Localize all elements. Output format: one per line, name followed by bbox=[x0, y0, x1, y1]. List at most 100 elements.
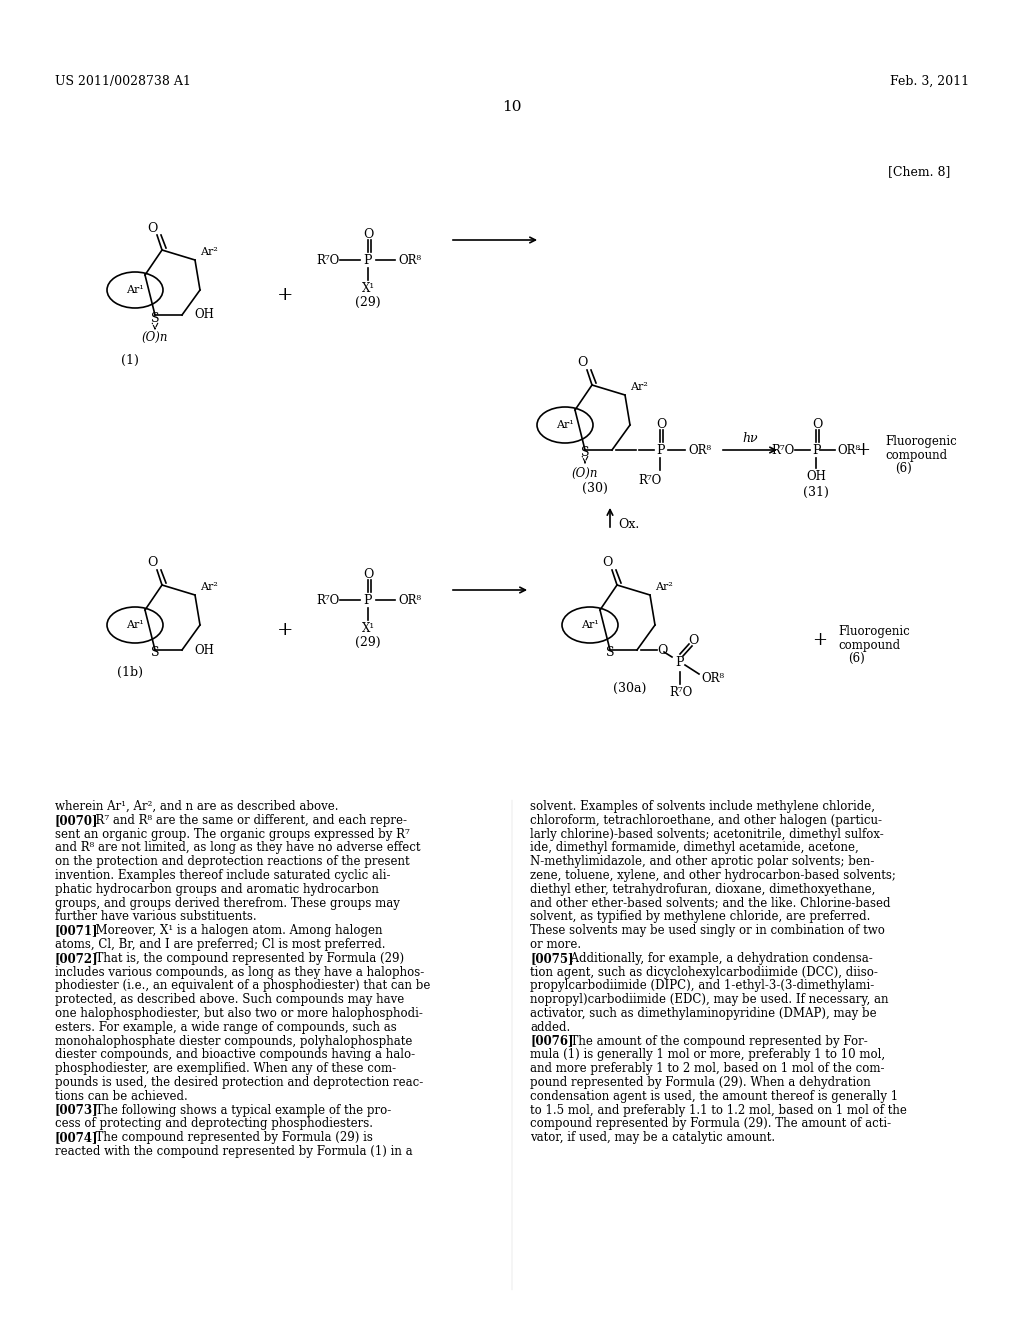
Text: nopropyl)carbodiimide (EDC), may be used. If necessary, an: nopropyl)carbodiimide (EDC), may be used… bbox=[530, 993, 889, 1006]
Text: O: O bbox=[362, 228, 373, 242]
Text: Ar²: Ar² bbox=[200, 582, 218, 591]
Text: pounds is used, the desired protection and deprotection reac-: pounds is used, the desired protection a… bbox=[55, 1076, 423, 1089]
Text: P: P bbox=[656, 444, 665, 457]
Text: OH: OH bbox=[194, 309, 214, 322]
Text: R⁷ and R⁸ are the same or different, and each repre-: R⁷ and R⁸ are the same or different, and… bbox=[88, 814, 407, 826]
Text: Additionally, for example, a dehydration condensa-: Additionally, for example, a dehydration… bbox=[563, 952, 872, 965]
Text: further have various substituents.: further have various substituents. bbox=[55, 911, 257, 924]
Text: cess of protecting and deprotecting phosphodiesters.: cess of protecting and deprotecting phos… bbox=[55, 1118, 373, 1130]
Text: Ar²: Ar² bbox=[630, 381, 648, 392]
Text: compound: compound bbox=[885, 449, 947, 462]
Text: (O)n: (O)n bbox=[141, 330, 168, 343]
Text: diethyl ether, tetrahydrofuran, dioxane, dimethoxyethane,: diethyl ether, tetrahydrofuran, dioxane,… bbox=[530, 883, 876, 896]
Text: compound represented by Formula (29). The amount of acti-: compound represented by Formula (29). Th… bbox=[530, 1118, 891, 1130]
Text: ide, dimethyl formamide, dimethyl acetamide, acetone,: ide, dimethyl formamide, dimethyl acetam… bbox=[530, 841, 859, 854]
Text: (6): (6) bbox=[895, 462, 911, 474]
Text: Ar²: Ar² bbox=[655, 582, 673, 591]
Text: O: O bbox=[362, 568, 373, 581]
Text: Ar¹: Ar¹ bbox=[582, 620, 599, 630]
Text: R⁷O: R⁷O bbox=[772, 444, 795, 457]
Text: R⁷O: R⁷O bbox=[316, 253, 340, 267]
Text: atoms, Cl, Br, and I are preferred; Cl is most preferred.: atoms, Cl, Br, and I are preferred; Cl i… bbox=[55, 939, 385, 950]
Text: vator, if used, may be a catalytic amount.: vator, if used, may be a catalytic amoun… bbox=[530, 1131, 775, 1144]
Text: The compound represented by Formula (29) is: The compound represented by Formula (29)… bbox=[88, 1131, 373, 1144]
Text: pound represented by Formula (29). When a dehydration: pound represented by Formula (29). When … bbox=[530, 1076, 870, 1089]
Text: chloroform, tetrachloroethane, and other halogen (particu-: chloroform, tetrachloroethane, and other… bbox=[530, 814, 882, 826]
Text: S: S bbox=[581, 446, 589, 459]
Text: propylcarbodiimide (DIPC), and 1-ethyl-3-(3-dimethylami-: propylcarbodiimide (DIPC), and 1-ethyl-3… bbox=[530, 979, 874, 993]
Text: invention. Examples thereof include saturated cyclic ali-: invention. Examples thereof include satu… bbox=[55, 869, 390, 882]
Text: (29): (29) bbox=[355, 296, 381, 309]
Text: reacted with the compound represented by Formula (1) in a: reacted with the compound represented by… bbox=[55, 1144, 413, 1158]
Text: solvent. Examples of solvents include methylene chloride,: solvent. Examples of solvents include me… bbox=[530, 800, 874, 813]
Text: hν: hν bbox=[742, 432, 758, 445]
Text: one halophosphodiester, but also two or more halophosphodi-: one halophosphodiester, but also two or … bbox=[55, 1007, 423, 1020]
Text: (O)n: (O)n bbox=[571, 466, 598, 479]
Text: S: S bbox=[606, 647, 614, 660]
Text: +: + bbox=[276, 286, 293, 304]
Text: R⁷O: R⁷O bbox=[669, 685, 692, 698]
Text: wherein Ar¹, Ar², and n are as described above.: wherein Ar¹, Ar², and n are as described… bbox=[55, 800, 339, 813]
Text: Fluorogenic: Fluorogenic bbox=[885, 436, 956, 449]
Text: includes various compounds, as long as they have a halophos-: includes various compounds, as long as t… bbox=[55, 966, 424, 978]
Text: These solvents may be used singly or in combination of two: These solvents may be used singly or in … bbox=[530, 924, 885, 937]
Text: condensation agent is used, the amount thereof is generally 1: condensation agent is used, the amount t… bbox=[530, 1090, 898, 1102]
Text: [0076]: [0076] bbox=[530, 1035, 573, 1048]
Text: Ox.: Ox. bbox=[618, 519, 639, 532]
Text: zene, toluene, xylene, and other hydrocarbon-based solvents;: zene, toluene, xylene, and other hydroca… bbox=[530, 869, 896, 882]
Text: [0072]: [0072] bbox=[55, 952, 98, 965]
Text: [0073]: [0073] bbox=[55, 1104, 98, 1117]
Text: R⁷O: R⁷O bbox=[638, 474, 662, 487]
Text: [Chem. 8]: [Chem. 8] bbox=[888, 165, 950, 178]
Text: tions can be achieved.: tions can be achieved. bbox=[55, 1090, 187, 1102]
Text: [0070]: [0070] bbox=[55, 814, 98, 826]
Text: added.: added. bbox=[530, 1020, 570, 1034]
Text: +: + bbox=[855, 441, 870, 459]
Text: (6): (6) bbox=[848, 652, 864, 664]
Text: or more.: or more. bbox=[530, 939, 582, 950]
Text: O: O bbox=[657, 644, 668, 656]
Text: phatic hydrocarbon groups and aromatic hydrocarbon: phatic hydrocarbon groups and aromatic h… bbox=[55, 883, 379, 896]
Text: P: P bbox=[675, 656, 683, 668]
Text: S: S bbox=[151, 647, 160, 660]
Text: R⁷O: R⁷O bbox=[316, 594, 340, 606]
Text: P: P bbox=[364, 594, 373, 606]
Text: to 1.5 mol, and preferably 1.1 to 1.2 mol, based on 1 mol of the: to 1.5 mol, and preferably 1.1 to 1.2 mo… bbox=[530, 1104, 907, 1117]
Text: O: O bbox=[146, 557, 158, 569]
Text: P: P bbox=[364, 253, 373, 267]
Text: (30a): (30a) bbox=[613, 681, 647, 694]
Text: Ar¹: Ar¹ bbox=[126, 285, 144, 294]
Text: activator, such as dimethylaminopyridine (DMAP), may be: activator, such as dimethylaminopyridine… bbox=[530, 1007, 877, 1020]
Text: mula (1) is generally 1 mol or more, preferably 1 to 10 mol,: mula (1) is generally 1 mol or more, pre… bbox=[530, 1048, 885, 1061]
Text: O: O bbox=[146, 222, 158, 235]
Text: (30): (30) bbox=[582, 482, 608, 495]
Text: on the protection and deprotection reactions of the present: on the protection and deprotection react… bbox=[55, 855, 410, 869]
Text: The following shows a typical example of the pro-: The following shows a typical example of… bbox=[88, 1104, 391, 1117]
Text: (29): (29) bbox=[355, 635, 381, 648]
Text: and other ether-based solvents; and the like. Chlorine-based: and other ether-based solvents; and the … bbox=[530, 896, 891, 909]
Text: US 2011/0028738 A1: US 2011/0028738 A1 bbox=[55, 75, 190, 88]
Text: O: O bbox=[602, 557, 612, 569]
Text: O: O bbox=[655, 417, 667, 430]
Text: solvent, as typified by methylene chloride, are preferred.: solvent, as typified by methylene chlori… bbox=[530, 911, 870, 924]
Text: +: + bbox=[812, 631, 827, 649]
Text: protected, as described above. Such compounds may have: protected, as described above. Such comp… bbox=[55, 993, 404, 1006]
Text: tion agent, such as dicyclohexylcarbodiimide (DCC), diiso-: tion agent, such as dicyclohexylcarbodii… bbox=[530, 966, 878, 978]
Text: diester compounds, and bioactive compounds having a halo-: diester compounds, and bioactive compoun… bbox=[55, 1048, 415, 1061]
Text: O: O bbox=[688, 634, 698, 647]
Text: OH: OH bbox=[806, 470, 826, 483]
Text: larly chlorine)-based solvents; acetonitrile, dimethyl sulfox-: larly chlorine)-based solvents; acetonit… bbox=[530, 828, 884, 841]
Text: +: + bbox=[276, 620, 293, 639]
Text: phosphodiester, are exemplified. When any of these com-: phosphodiester, are exemplified. When an… bbox=[55, 1063, 396, 1076]
Text: Ar¹: Ar¹ bbox=[556, 420, 573, 430]
Text: Feb. 3, 2011: Feb. 3, 2011 bbox=[890, 75, 969, 88]
Text: OR⁸: OR⁸ bbox=[688, 444, 711, 457]
Text: Ar¹: Ar¹ bbox=[126, 620, 144, 630]
Text: (1): (1) bbox=[121, 354, 139, 367]
Text: That is, the compound represented by Formula (29): That is, the compound represented by For… bbox=[88, 952, 404, 965]
Text: Ar²: Ar² bbox=[200, 247, 218, 257]
Text: and R⁸ are not limited, as long as they have no adverse effect: and R⁸ are not limited, as long as they … bbox=[55, 841, 421, 854]
Text: monohalophosphate diester compounds, polyhalophosphate: monohalophosphate diester compounds, pol… bbox=[55, 1035, 413, 1048]
Text: 10: 10 bbox=[502, 100, 522, 114]
Text: OR⁸: OR⁸ bbox=[398, 594, 421, 606]
